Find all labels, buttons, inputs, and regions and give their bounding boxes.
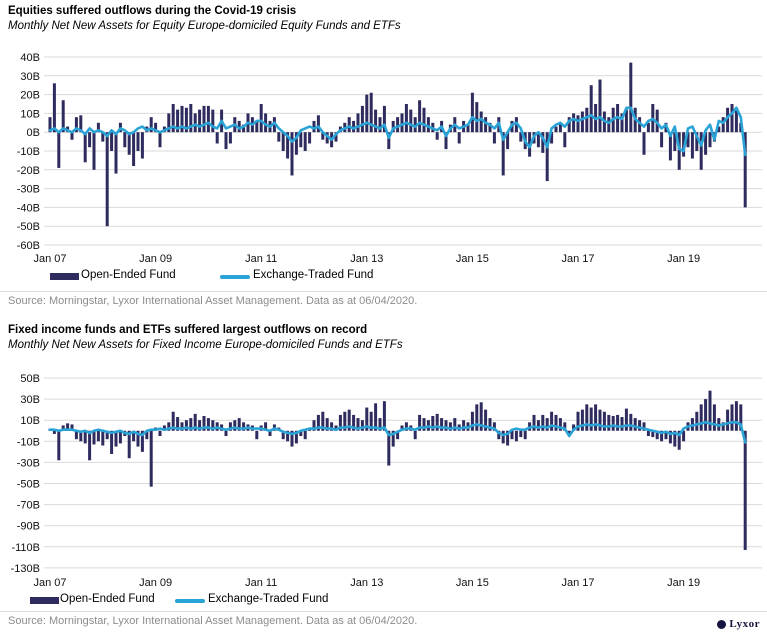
legend-label-open-ended-fund: Open-Ended Fund: [60, 593, 155, 605]
legend-label-exchange-traded-fund: Exchange-Traded Fund: [208, 593, 329, 605]
gridlines-and-y-labels: 50B 30B 10B -10B -30B -50B -70B -90B -110B -130B: [11, 373, 762, 575]
svg-text:Jan 09: Jan 09: [139, 253, 172, 265]
fixed-income-chart-section: Fixed income funds and ETFs suffered lar…: [0, 318, 767, 640]
exchange-traded-fund-swatch-icon: [220, 275, 250, 279]
svg-text:Jan 11: Jan 11: [245, 253, 277, 265]
bars-open-ended-fund: [48, 62, 747, 227]
svg-text:40B: 40B: [20, 52, 40, 64]
fixed-income-chart-subtitle: Monthly Net New Assets for Fixed Income …: [8, 339, 403, 351]
svg-text:-110B: -110B: [11, 542, 40, 554]
svg-text:Jan 13: Jan 13: [350, 577, 383, 589]
lyxor-logo-text: Lyxor: [729, 618, 760, 630]
svg-text:Jan 15: Jan 15: [456, 577, 489, 589]
svg-text:Jan 07: Jan 07: [33, 253, 66, 265]
legend-label-open-ended-fund: Open-Ended Fund: [81, 269, 176, 281]
svg-text:30B: 30B: [20, 71, 40, 83]
svg-text:-30B: -30B: [17, 457, 40, 469]
equity-chart-canvas: 40B30B20B10B0B-10B-20B-30B-40B-50B-60BJa…: [17, 52, 762, 265]
fixed-income-chart-legend: Open-Ended Fund Exchange-Traded Fund: [0, 592, 767, 610]
legend-label-exchange-traded-fund: Exchange-Traded Fund: [253, 269, 374, 281]
svg-text:-50B: -50B: [17, 479, 40, 491]
equity-chart-legend: Open-Ended Fund Exchange-Traded Fund: [0, 268, 767, 286]
svg-text:-50B: -50B: [17, 221, 40, 233]
line-exchange-traded-fund: [48, 106, 747, 157]
svg-text:Jan 13: Jan 13: [350, 253, 383, 265]
fixed-income-chart-title: Fixed income funds and ETFs suffered lar…: [8, 324, 368, 336]
svg-text:Jan 15: Jan 15: [456, 253, 489, 265]
lyxor-logo: Lyxor: [717, 618, 760, 630]
line-exchange-traded-fund: [48, 420, 747, 444]
equity-chart-source: Source: Morningstar, Lyxor International…: [8, 295, 418, 307]
x-axis-labels: Jan 07 Jan 09 Jan 11 Jan 13 Jan 15 Jan 17 Jan …: [33, 577, 700, 589]
fixed-income-chart-source: Source: Morningstar, Lyxor International…: [8, 615, 418, 627]
svg-text:-20B: -20B: [17, 165, 40, 177]
svg-text:20B: 20B: [20, 90, 40, 102]
svg-text:-60B: -60B: [17, 240, 40, 252]
lyxor-logo-icon: [717, 619, 727, 629]
svg-text:Jan 17: Jan 17: [561, 577, 594, 589]
equity-chart-title: Equities suffered outflows during the Co…: [8, 5, 297, 17]
equity-chart-section: Equities suffered outflows during the Co…: [0, 0, 767, 312]
exchange-traded-fund-swatch-icon: [175, 599, 205, 603]
svg-text:50B: 50B: [20, 373, 40, 385]
divider-line: [0, 291, 767, 292]
svg-text:Jan 09: Jan 09: [139, 577, 172, 589]
svg-text:Jan 19: Jan 19: [667, 577, 700, 589]
x-axis-labels: Jan 07 Jan 09 Jan 11 Jan 13 Jan 15 Jan 17 Jan …: [33, 253, 700, 265]
svg-text:Jan 19: Jan 19: [667, 253, 700, 265]
svg-text:30B: 30B: [20, 394, 40, 406]
svg-text:-130B: -130B: [11, 563, 40, 575]
svg-text:-10B: -10B: [17, 436, 40, 448]
open-ended-fund-swatch-icon: [50, 273, 79, 280]
svg-text:0B: 0B: [27, 127, 40, 139]
svg-text:Jan 07: Jan 07: [33, 577, 66, 589]
svg-text:-10B: -10B: [17, 146, 40, 158]
svg-text:Jan 17: Jan 17: [561, 253, 594, 265]
svg-text:-70B: -70B: [17, 500, 40, 512]
equity-chart-subtitle: Monthly Net New Assets for Equity Europe…: [8, 20, 401, 32]
svg-text:10B: 10B: [20, 415, 40, 427]
fixed-income-chart-canvas: 50B 30B 10B -10B -30B -50B -70B -90B -110B -130B J…: [11, 373, 762, 589]
svg-text:-90B: -90B: [17, 521, 40, 533]
svg-text:Jan 11: Jan 11: [245, 577, 277, 589]
svg-text:10B: 10B: [20, 108, 40, 120]
svg-text:-40B: -40B: [17, 202, 40, 214]
open-ended-fund-swatch-icon: [30, 597, 59, 604]
svg-text:-30B: -30B: [17, 184, 40, 196]
divider-line: [0, 611, 767, 612]
